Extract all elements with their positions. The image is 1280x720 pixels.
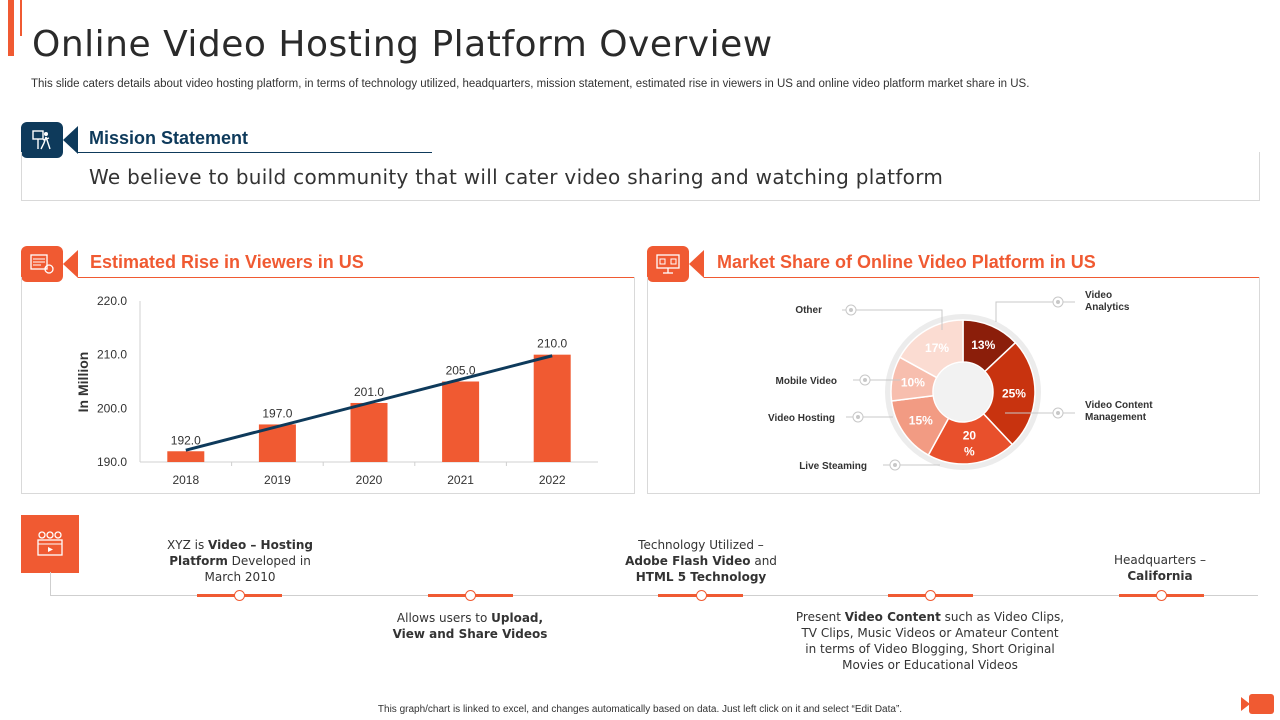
slice-category-label: Other [795, 305, 822, 316]
slice-value-label: 10% [901, 375, 925, 389]
market-heading: Market Share of Online Video Platform in… [717, 252, 1096, 272]
viewers-icon-pointer [63, 250, 78, 278]
bar [442, 381, 480, 462]
market-presentation-icon [647, 246, 689, 282]
leader-line [995, 301, 1075, 322]
slice-category-label: Management [1085, 412, 1147, 423]
x-tick-label: 2020 [356, 473, 383, 487]
y-tick-label: 220.0 [97, 294, 127, 308]
leader-dot-center [856, 415, 860, 419]
market-heading-underline [704, 277, 1260, 278]
viewers-heading: Estimated Rise in Viewers in US [90, 252, 364, 272]
slice-value-label: 15% [909, 414, 933, 428]
bar-value-label: 197.0 [262, 406, 292, 420]
slice-value-label: % [964, 445, 975, 459]
slice-value-label: 20 [963, 429, 977, 443]
title-accent-line [20, 0, 22, 36]
x-tick-label: 2022 [539, 473, 566, 487]
slice-value-label: 13% [971, 338, 995, 352]
bar-value-label: 210.0 [537, 337, 567, 351]
mission-heading-underline [78, 152, 432, 153]
x-tick-label: 2019 [264, 473, 291, 487]
leader-dot-center [1056, 300, 1060, 304]
leader-line [842, 309, 943, 330]
market-icon-pointer [689, 250, 704, 278]
slice-category-label: Video [1085, 290, 1112, 301]
viewers-monitor-icon [21, 246, 63, 282]
mission-text: We believe to build community that will … [89, 165, 944, 189]
donut-hole [934, 363, 992, 421]
mission-box [21, 152, 1260, 201]
bar-value-label: 205.0 [446, 364, 476, 378]
footer-note: This graph/chart is linked to excel, and… [377, 704, 903, 715]
bar-value-label: 192.0 [171, 433, 201, 447]
slice-value-label: 17% [925, 341, 949, 355]
timeline-line [50, 595, 1258, 596]
slice-category-label: Live Steaming [799, 461, 867, 472]
slice-category-label: Video Content [1085, 400, 1153, 411]
slice-category-label: Video Hosting [768, 413, 835, 424]
timeline-item-4: Present Video Content such as Video Clip… [795, 610, 1065, 672]
timeline-film-icon [21, 515, 79, 573]
y-axis-label: In Million [75, 352, 91, 413]
corner-decoration [1249, 694, 1274, 714]
timeline-item-1: XYZ is Video – Hosting Platform Develope… [167, 538, 313, 584]
timeline-dot [234, 590, 245, 601]
viewers-chart-panel [21, 277, 635, 494]
x-tick-label: 2018 [172, 473, 199, 487]
title-accent-bar [8, 0, 14, 56]
leader-dot-center [893, 463, 897, 467]
leader-dot-center [863, 378, 867, 382]
mission-icon-pointer [63, 126, 78, 154]
donut-slice [898, 319, 964, 379]
market-chart-panel [647, 277, 1260, 494]
donut-slice [982, 341, 1036, 446]
slice-value-label: 25% [1002, 387, 1026, 401]
mission-icon [21, 122, 63, 158]
bar [533, 354, 571, 462]
timeline-item-5: Headquarters – California [1114, 553, 1206, 583]
slice-category-label: Analytics [1085, 302, 1130, 313]
timeline-connector [50, 572, 51, 596]
page-subtitle: This slide caters details about video ho… [31, 78, 1030, 90]
timeline-dot [1156, 590, 1167, 601]
bar-value-label: 201.0 [354, 385, 384, 399]
corner-decoration-pointer [1241, 697, 1250, 711]
leader-dot-center [849, 308, 853, 312]
bar [167, 451, 205, 462]
page-title: Online Video Hosting Platform Overview [32, 24, 773, 65]
timeline-item-3: Technology Utilized – Adobe Flash Video … [625, 538, 777, 584]
timeline-dot [925, 590, 936, 601]
timeline-dot [465, 590, 476, 601]
mission-heading: Mission Statement [89, 128, 249, 148]
x-tick-label: 2021 [447, 473, 474, 487]
timeline-item-2: Allows users to Upload, View and Share V… [392, 611, 548, 641]
viewers-heading-underline [78, 277, 634, 278]
bar [350, 402, 388, 462]
y-tick-label: 190.0 [97, 455, 127, 469]
y-tick-label: 200.0 [97, 401, 127, 415]
timeline-dot [696, 590, 707, 601]
leader-dot-center [1056, 411, 1060, 415]
trend-line [185, 354, 553, 452]
y-tick-label: 210.0 [97, 348, 127, 362]
slice-category-label: Mobile Video [776, 376, 838, 387]
